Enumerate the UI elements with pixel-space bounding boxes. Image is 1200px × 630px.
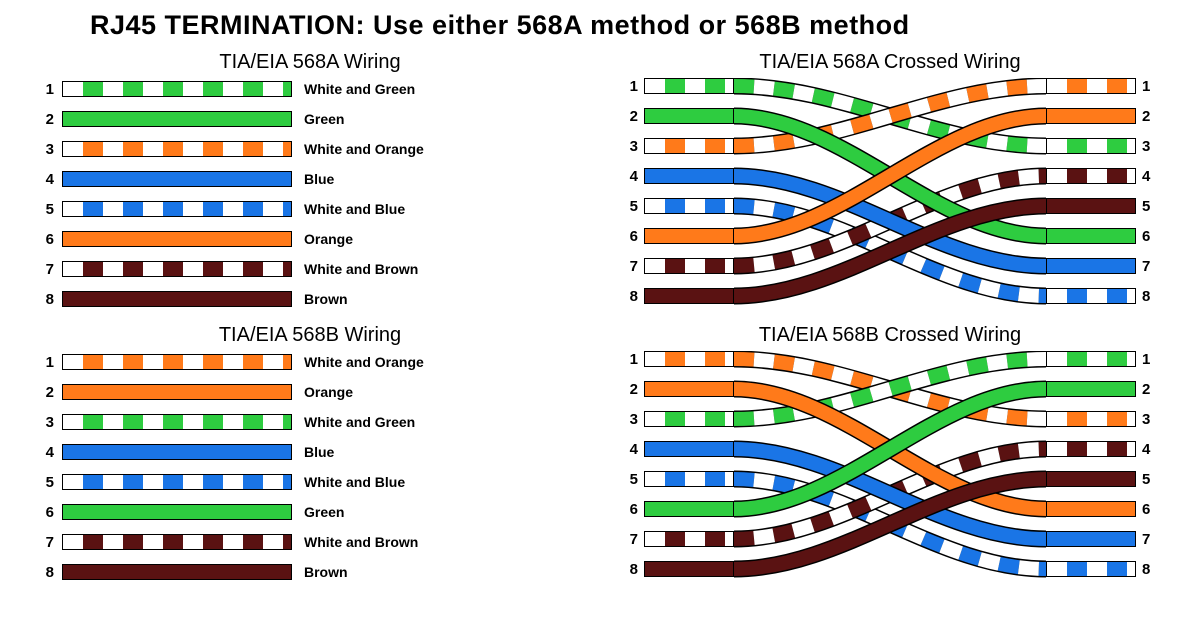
wire-label: White and Green: [292, 414, 415, 430]
pin-number: 6: [40, 231, 62, 248]
wire-label: White and Brown: [292, 534, 418, 550]
pin-number: 3: [40, 141, 62, 158]
pin-number: 4: [40, 171, 62, 188]
wire-label: White and Orange: [292, 141, 424, 157]
wire-label: White and Blue: [292, 474, 405, 490]
wire-row: 4 Blue: [40, 441, 580, 463]
panel-title: TIA/EIA 568B Wiring: [40, 322, 580, 351]
wire-bar: [62, 414, 292, 430]
panel-title: TIA/EIA 568A Wiring: [40, 49, 580, 78]
wire-row: 8 Brown: [40, 561, 580, 583]
wire-label: Brown: [292, 564, 348, 580]
wire-bar: [62, 171, 292, 187]
crossed-diagram-568b: 1122334455667788: [620, 351, 1160, 591]
wire-row: 8 Brown: [40, 288, 580, 310]
wire-label: Brown: [292, 291, 348, 307]
panel-568b-crossed: TIA/EIA 568B Crossed Wiring 112233445566…: [620, 322, 1160, 591]
wire-label: White and Orange: [292, 354, 424, 370]
wire-label: Green: [292, 504, 344, 520]
wire-row: 2 Orange: [40, 381, 580, 403]
pin-number: 8: [40, 291, 62, 308]
wire-row: 6 Orange: [40, 228, 580, 250]
pin-number: 3: [40, 414, 62, 431]
wire-bar: [62, 444, 292, 460]
wire-label: Orange: [292, 384, 353, 400]
wire-bar: [62, 474, 292, 490]
pin-number: 1: [40, 81, 62, 98]
wire-bar: [62, 354, 292, 370]
wire-row: 7 White and Brown: [40, 258, 580, 280]
wiring-list-568a: 1 White and Green 2 Green 3 White and Orange 4…: [40, 78, 580, 310]
wire-bar: [62, 504, 292, 520]
wire-bar: [62, 141, 292, 157]
panel-title: TIA/EIA 568A Crossed Wiring: [620, 49, 1160, 78]
wire-label: Blue: [292, 444, 334, 460]
pin-number: 7: [40, 261, 62, 278]
wire-row: 5 White and Blue: [40, 471, 580, 493]
wire-bar: [62, 231, 292, 247]
wire-row: 3 White and Orange: [40, 138, 580, 160]
wire-bar: [62, 564, 292, 580]
wire-bar: [62, 201, 292, 217]
crossing-lines: [620, 78, 1160, 318]
pin-number: 8: [40, 564, 62, 581]
wire-row: 2 Green: [40, 108, 580, 130]
wire-row: 1 White and Orange: [40, 351, 580, 373]
crossing-lines: [620, 351, 1160, 591]
page-title: RJ45 TERMINATION: Use either 568A method…: [40, 10, 1160, 49]
wire-row: 7 White and Brown: [40, 531, 580, 553]
wire-label: White and Green: [292, 81, 415, 97]
panel-568b-straight: TIA/EIA 568B Wiring 1 White and Orange 2 Or…: [40, 322, 580, 591]
crossed-diagram-568a: 1122334455667788: [620, 78, 1160, 318]
wire-bar: [62, 384, 292, 400]
pin-number: 6: [40, 504, 62, 521]
pin-number: 7: [40, 534, 62, 551]
wire-bar: [62, 81, 292, 97]
wire-bar: [62, 291, 292, 307]
wire-label: Orange: [292, 231, 353, 247]
wire-label: White and Blue: [292, 201, 405, 217]
pin-number: 2: [40, 111, 62, 128]
wire-bar: [62, 534, 292, 550]
wire-row: 3 White and Green: [40, 411, 580, 433]
panel-568a-straight: TIA/EIA 568A Wiring 1 White and Green 2 Gre…: [40, 49, 580, 318]
wire-bar: [62, 261, 292, 277]
pin-number: 2: [40, 384, 62, 401]
wire-label: Green: [292, 111, 344, 127]
pin-number: 5: [40, 474, 62, 491]
panel-568a-crossed: TIA/EIA 568A Crossed Wiring 112233445566…: [620, 49, 1160, 318]
diagram-grid: TIA/EIA 568A Wiring 1 White and Green 2 Gre…: [40, 49, 1160, 591]
pin-number: 5: [40, 201, 62, 218]
wire-row: 6 Green: [40, 501, 580, 523]
wire-row: 4 Blue: [40, 168, 580, 190]
wire-row: 1 White and Green: [40, 78, 580, 100]
pin-number: 1: [40, 354, 62, 371]
wire-label: White and Brown: [292, 261, 418, 277]
panel-title: TIA/EIA 568B Crossed Wiring: [620, 322, 1160, 351]
pin-number: 4: [40, 444, 62, 461]
wire-row: 5 White and Blue: [40, 198, 580, 220]
wiring-list-568b: 1 White and Orange 2 Orange 3 White and Green…: [40, 351, 580, 583]
wire-bar: [62, 111, 292, 127]
wire-label: Blue: [292, 171, 334, 187]
